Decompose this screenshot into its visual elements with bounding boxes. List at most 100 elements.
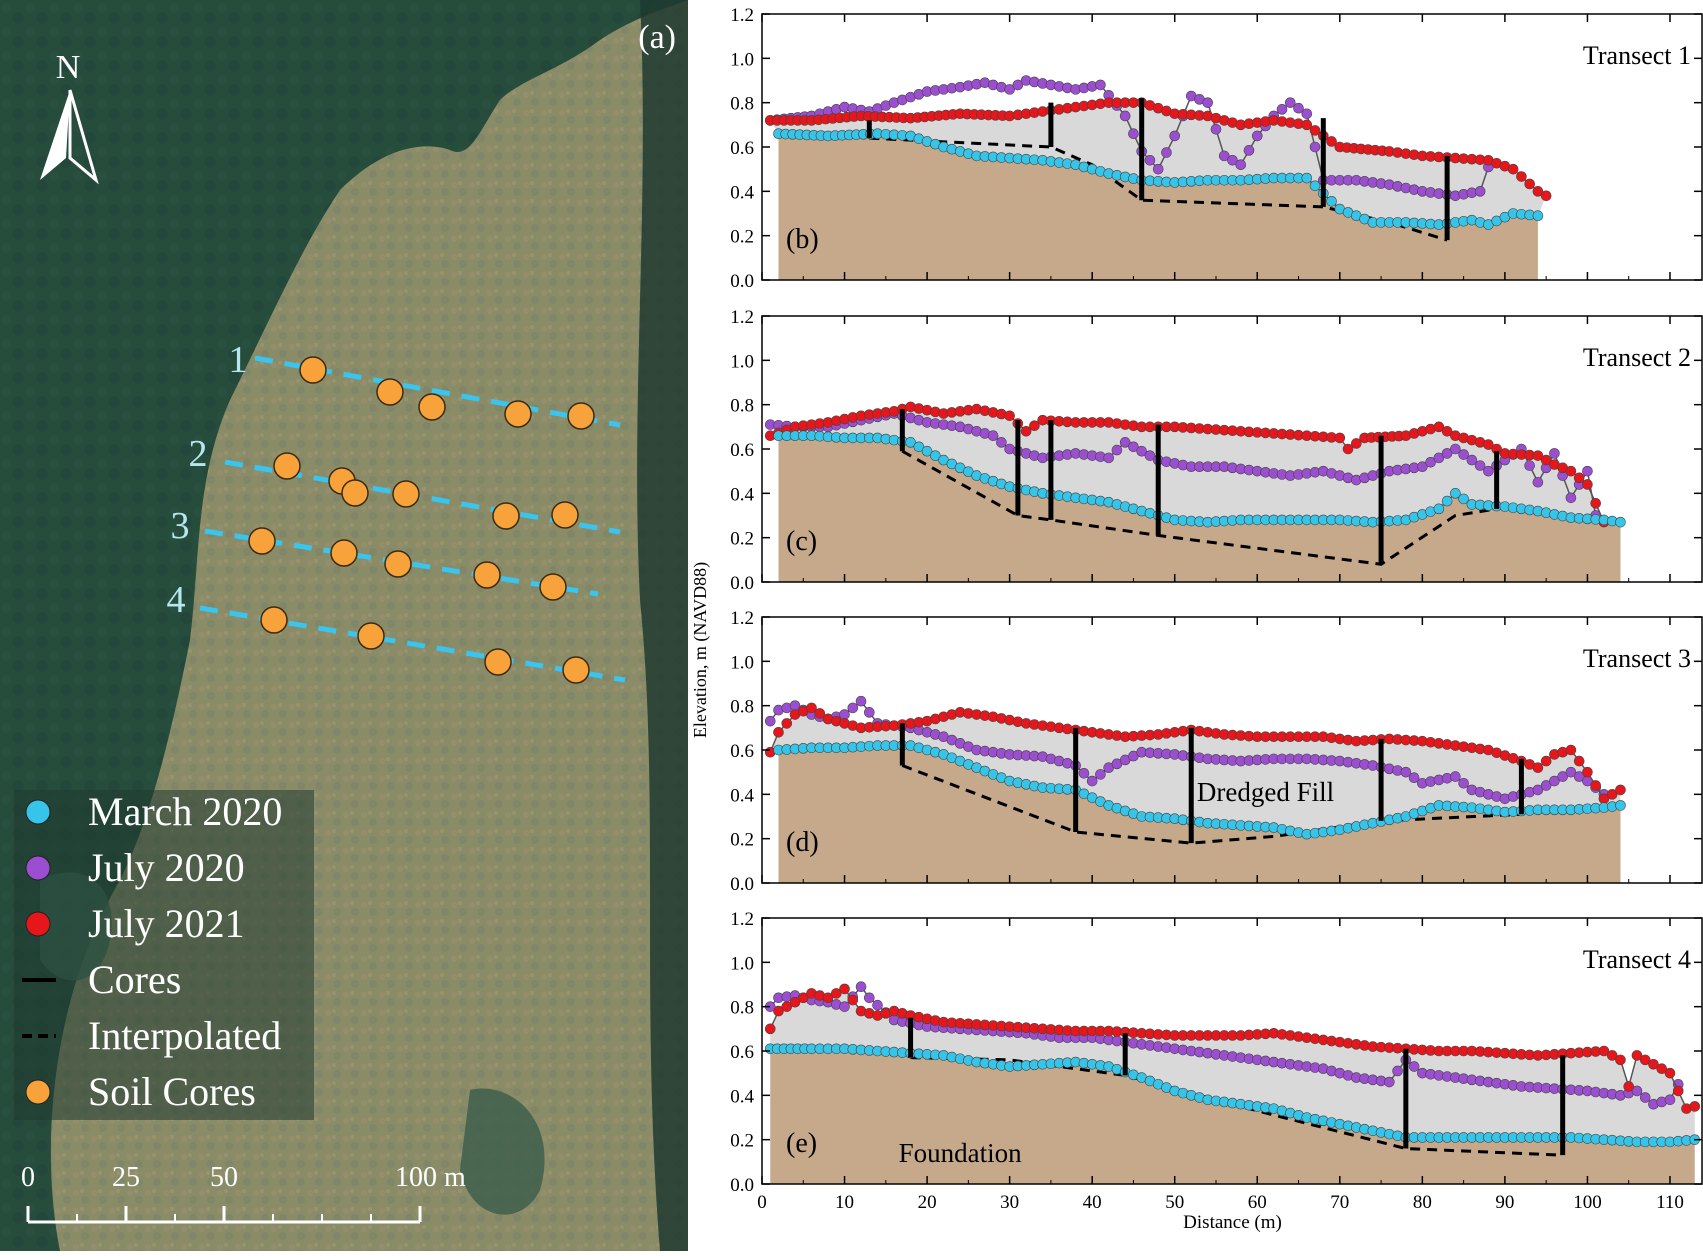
data-point	[1433, 452, 1445, 464]
tidal-pool-2	[460, 1088, 545, 1215]
aerial-map-svg: 1 2 3 4 N (a) March 2020 July 2020 July 2021 C…	[0, 0, 688, 1251]
data-point	[839, 709, 850, 720]
data-point	[1639, 1054, 1651, 1066]
data-point	[789, 996, 801, 1008]
data-point	[1483, 465, 1494, 477]
data-point	[1450, 771, 1461, 782]
legend-swatch-dot	[25, 1079, 51, 1105]
chart-panel-1: 0.0 0.2 0.4 0.6 0.8 1.0 1.2 Transect 1 (b)	[730, 5, 1703, 292]
legend-item-3: Cores	[22, 957, 181, 1002]
east-shore-water	[637, 0, 688, 1251]
data-point	[1243, 145, 1255, 156]
data-point	[1103, 452, 1114, 464]
data-point	[1111, 444, 1123, 456]
data-point	[1532, 784, 1544, 796]
data-point	[1549, 448, 1560, 459]
panel-label: (e)	[786, 1128, 817, 1159]
legend-swatch-dot	[25, 799, 51, 825]
y-tick-label: 0.6	[730, 138, 754, 159]
data-point	[1540, 780, 1552, 791]
data-point	[839, 1001, 850, 1012]
series-markers-2	[764, 401, 1610, 528]
panel-label-a: (a)	[638, 19, 676, 56]
region-annotation: Foundation	[899, 1138, 1023, 1168]
data-point	[1590, 498, 1601, 509]
data-point	[764, 715, 776, 727]
panel-title: Transect 3	[1583, 644, 1691, 673]
data-point	[1326, 196, 1337, 207]
transect-label-2: 2	[189, 433, 208, 475]
data-point	[1218, 150, 1230, 162]
y-tick-label: 0.6	[730, 1042, 754, 1063]
data-point	[1664, 1094, 1676, 1106]
data-point	[1631, 1050, 1643, 1061]
y-tick-label: 0.8	[730, 396, 754, 417]
scale-bar: 0 25 50 100 m	[21, 1162, 466, 1224]
soil-core-2-5	[492, 502, 520, 530]
legend-background	[14, 790, 314, 1120]
series-markers-2	[764, 983, 1701, 1114]
data-point	[1095, 769, 1106, 780]
data-point	[1540, 190, 1552, 202]
data-point	[1309, 141, 1321, 153]
map-legend: March 2020 July 2020 July 2021 Cores Interpo…	[22, 789, 282, 1114]
chart-panel-4: 0.0 0.2 0.4 0.6 0.8 1.0 1.2 Transect 4 (e) Founda…	[730, 909, 1703, 1233]
y-tick-label: 0.2	[730, 227, 754, 248]
series-markers-0	[773, 128, 1544, 230]
soil-core-1-1	[299, 356, 327, 384]
series-markers-2	[764, 702, 1626, 805]
data-point	[773, 726, 784, 738]
x-tick-label: 30	[1000, 1192, 1019, 1213]
data-point	[1565, 492, 1577, 504]
soil-core-4-1	[260, 606, 288, 634]
y-tick-label: 0.4	[730, 1086, 754, 1107]
data-point	[905, 437, 916, 448]
soil-core-2-4	[392, 480, 420, 508]
y-tick-label: 0.8	[730, 94, 754, 115]
y-tick-label: 0.8	[730, 998, 754, 1019]
data-point	[1532, 186, 1544, 197]
x-tick-label: 80	[1413, 1192, 1432, 1213]
data-point	[1540, 454, 1552, 466]
data-point	[847, 994, 859, 1006]
data-point	[1532, 762, 1544, 774]
data-point	[1119, 110, 1131, 122]
data-point	[872, 999, 883, 1011]
data-point	[1309, 125, 1321, 136]
chart-panel-3: 0.0 0.2 0.4 0.6 0.8 1.0 1.2 Transect 3 (d) Dredge…	[730, 608, 1703, 895]
data-point	[1392, 1065, 1403, 1077]
foundation-area	[778, 745, 1621, 883]
x-tick-label: 110	[1656, 1192, 1684, 1213]
data-point	[1598, 1045, 1610, 1057]
data-point	[1227, 155, 1238, 166]
data-point	[814, 708, 826, 719]
data-point	[1301, 119, 1313, 131]
legend-label: Cores	[88, 957, 181, 1002]
data-point	[1078, 767, 1090, 779]
soil-core-1-5	[567, 402, 595, 430]
y-tick-label: 0.0	[730, 271, 754, 292]
north-label: N	[56, 49, 81, 86]
x-tick-label: 100	[1573, 1192, 1602, 1213]
legend-item-0: March 2020	[25, 789, 282, 834]
data-point	[1524, 178, 1535, 190]
data-point	[1276, 104, 1288, 115]
data-point	[1384, 1076, 1395, 1088]
data-point	[1169, 130, 1181, 142]
data-point	[1532, 450, 1544, 461]
soil-core-3-5	[539, 573, 567, 601]
data-point	[855, 695, 867, 707]
aerial-map-panel: 1 2 3 4 N (a) March 2020 July 2020 July 2021 C…	[0, 0, 688, 1251]
data-point	[1441, 425, 1453, 437]
legend-label: Interpolated	[88, 1013, 281, 1058]
y-axis-label: Elevation, m (NAVD88)	[690, 562, 711, 738]
data-point	[1161, 147, 1172, 158]
legend-label: July 2020	[88, 845, 245, 890]
y-tick-label: 1.2	[730, 608, 754, 629]
data-point	[1128, 441, 1139, 453]
data-point	[1565, 766, 1577, 778]
data-point	[1144, 155, 1156, 166]
data-point	[1615, 1054, 1626, 1066]
data-point	[1639, 1092, 1651, 1103]
data-point	[1573, 755, 1585, 767]
